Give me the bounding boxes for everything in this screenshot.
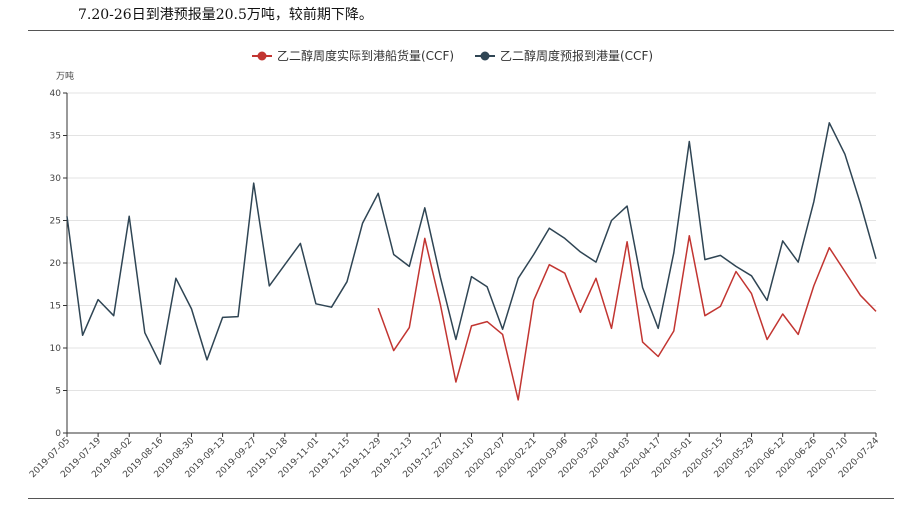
- y-tick-label: 10: [50, 344, 62, 354]
- y-tick-label: 35: [50, 132, 61, 142]
- y-tick-label: 25: [50, 217, 61, 227]
- legend-marker-2: [480, 51, 490, 61]
- y-tick-label: 0: [55, 429, 61, 439]
- y-tick-label: 30: [50, 174, 62, 184]
- y-tick-label: 20: [50, 259, 62, 269]
- document-caption: 7.20-26日到港预报量20.5万吨，较前期下降。: [78, 7, 373, 23]
- series-line-2: [66, 122, 877, 365]
- legend-label-1: 乙二醇周度实际到港船货量(CCF): [277, 48, 454, 63]
- document-caption-line: 7.20-26日到港预报量20.5万吨，较前期下降。: [0, 4, 919, 26]
- legend: 乙二醇周度实际到港船货量(CCF) 乙二醇周度预报到港量(CCF): [252, 48, 653, 63]
- series-lines: [66, 122, 877, 401]
- y-axis-unit-label: 万吨: [56, 70, 74, 82]
- legend-marker-1: [257, 51, 267, 61]
- legend-label-2: 乙二醇周度预报到港量(CCF): [500, 48, 653, 63]
- y-tick-label: 5: [55, 387, 61, 397]
- y-tick-label: 40: [50, 89, 62, 99]
- y-tick-label: 15: [50, 302, 61, 312]
- x-axis-ticks: 2019-07-052019-07-192019-08-022019-08-16…: [28, 433, 881, 480]
- y-axis-ticks: 0 5 10 15 20 25 30 35 40: [50, 89, 67, 439]
- top-rule: [28, 30, 894, 31]
- grid-lines: [67, 92, 876, 391]
- series-line-1: [377, 235, 877, 401]
- bottom-rule: [28, 498, 894, 499]
